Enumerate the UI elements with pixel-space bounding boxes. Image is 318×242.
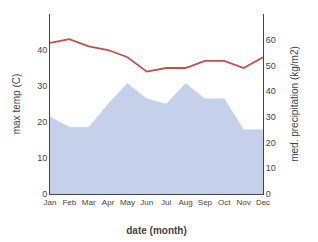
svg-text:Dec: Dec	[256, 198, 270, 207]
svg-text:med. precipitation (kg/m2): med. precipitation (kg/m2)	[289, 46, 300, 162]
svg-text:Oct: Oct	[218, 198, 231, 207]
svg-text:Apr: Apr	[102, 198, 115, 207]
svg-text:10: 10	[37, 153, 47, 163]
svg-text:Jan: Jan	[44, 198, 57, 207]
svg-text:40: 40	[37, 45, 47, 55]
svg-text:0: 0	[42, 189, 47, 199]
svg-text:20: 20	[37, 117, 47, 127]
svg-text:Feb: Feb	[62, 198, 76, 207]
svg-text:20: 20	[266, 138, 276, 148]
svg-text:date (month): date (month)	[126, 225, 187, 236]
svg-text:10: 10	[266, 163, 276, 173]
svg-text:Jun: Jun	[140, 198, 153, 207]
svg-text:30: 30	[266, 112, 276, 122]
svg-text:0: 0	[266, 189, 271, 199]
svg-text:30: 30	[37, 81, 47, 91]
svg-text:Aug: Aug	[178, 198, 192, 207]
svg-text:60: 60	[266, 35, 276, 45]
svg-text:Nov: Nov	[237, 198, 251, 207]
svg-text:max temp (C): max temp (C)	[11, 74, 22, 135]
svg-text:May: May	[120, 198, 135, 207]
svg-text:50: 50	[266, 61, 276, 71]
svg-text:Sep: Sep	[198, 198, 213, 207]
svg-text:Jul: Jul	[161, 198, 171, 207]
svg-text:40: 40	[266, 86, 276, 96]
svg-text:Mar: Mar	[82, 198, 96, 207]
